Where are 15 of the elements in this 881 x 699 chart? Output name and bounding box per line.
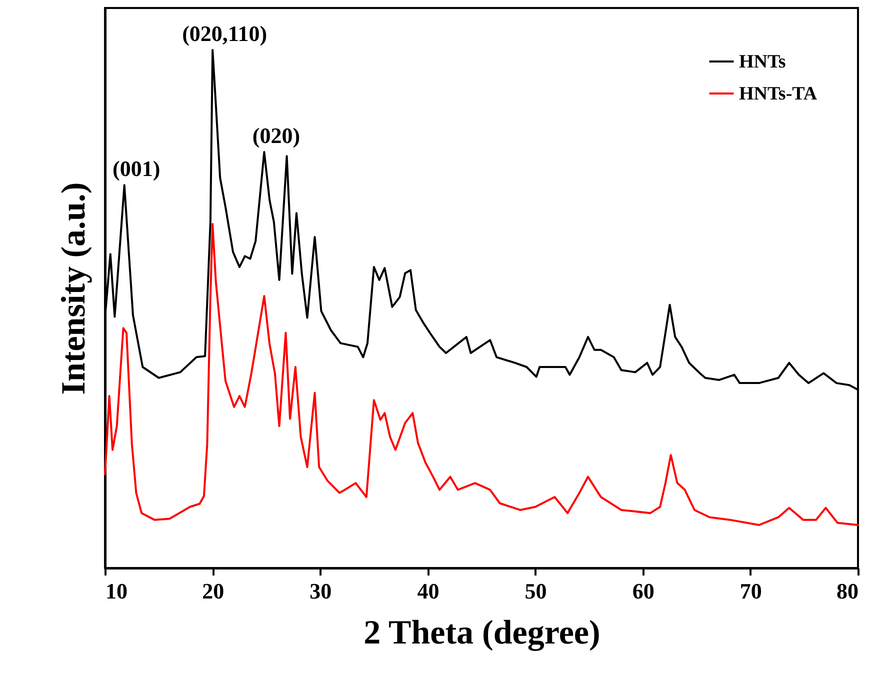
x-tick-label: 60 bbox=[632, 578, 654, 604]
y-axis-title: Intensity (a.u.) bbox=[56, 182, 92, 395]
x-tick-label: 30 bbox=[310, 578, 332, 604]
annotation: (020,110) bbox=[182, 20, 268, 46]
x-tick-label: 40 bbox=[417, 578, 440, 604]
x-axis-title: 2 Theta (degree) bbox=[364, 614, 600, 652]
annotation: (020) bbox=[252, 123, 300, 148]
x-tick-label: 70 bbox=[740, 578, 762, 604]
x-tick-label: 10 bbox=[106, 578, 128, 604]
x-tick-label: 50 bbox=[524, 578, 547, 604]
legend-label: HNTs-TA bbox=[739, 84, 818, 104]
x-tick-label: 80 bbox=[836, 578, 858, 604]
x-tick-label: 20 bbox=[202, 578, 224, 604]
legend-label: HNTs bbox=[739, 52, 786, 72]
annotation: (001) bbox=[112, 156, 160, 182]
